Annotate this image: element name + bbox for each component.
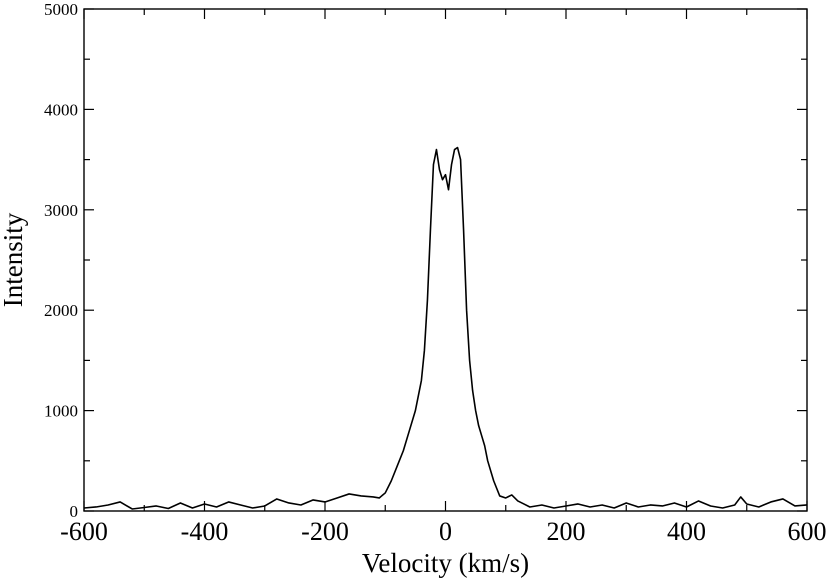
y-tick-label: 2000 [44,301,78,320]
y-tick-label: 1000 [44,402,78,421]
y-tick-label: 0 [70,502,79,521]
x-tick-label: 200 [547,517,586,546]
x-tick-label: 400 [667,517,706,546]
plot-frame [83,8,808,512]
y-axis-title: Intensity [0,212,28,307]
x-tick-label: -600 [60,517,108,546]
x-tick-label: 600 [788,517,827,546]
x-axis-title: Velocity (km/s) [362,548,529,578]
y-tick-label: 3000 [44,201,78,220]
x-tick-label: 0 [439,517,452,546]
series-line [83,146,808,510]
x-tick-label: -400 [181,517,229,546]
y-tick-label: 5000 [44,0,78,19]
y-tick-label: 4000 [44,100,78,119]
tick-labels: -600 -400 -200 0 200 400 600 0 1000 2000 3000 4000 5… [44,0,827,546]
ticks [83,8,808,512]
x-tick-label: -200 [301,517,349,546]
axes [83,8,808,512]
